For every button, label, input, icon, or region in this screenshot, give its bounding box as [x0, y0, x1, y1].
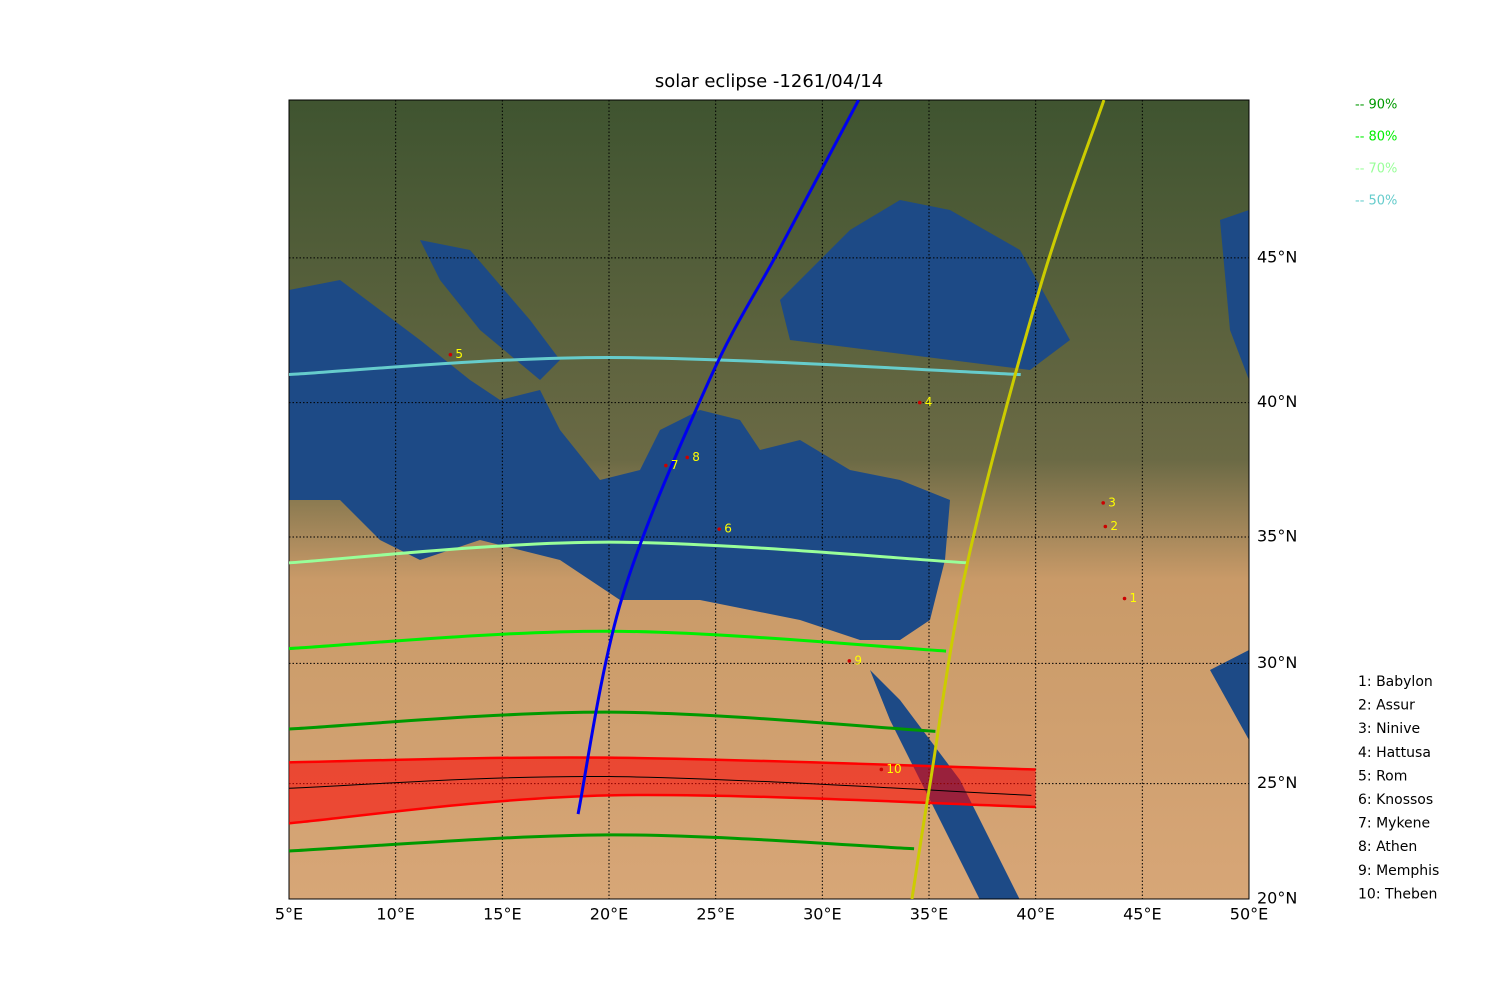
city-legend: 7: Mykene — [1358, 816, 1430, 832]
track-line — [576, 100, 860, 815]
central-line — [289, 775, 1032, 796]
city-legend: 6: Knossos — [1358, 792, 1433, 808]
city-dot — [1122, 596, 1127, 601]
city-legend: 5: Rom — [1358, 768, 1407, 784]
totality-limit — [289, 756, 1036, 771]
city-legend: 9: Memphis — [1358, 863, 1439, 879]
totality-limit — [289, 793, 1036, 825]
magnitude-curve — [289, 540, 968, 565]
y-tick-label: 20°N — [1257, 889, 1297, 908]
y-tick-label: 45°N — [1257, 247, 1297, 266]
city-legend: 4: Hattusa — [1358, 745, 1431, 761]
y-tick-label: 40°N — [1257, 392, 1297, 411]
x-tick-label: 50°E — [1230, 905, 1268, 924]
city-legend: 3: Ninive — [1358, 721, 1420, 737]
magnitude-curve — [289, 356, 1021, 377]
city-marker: 1 — [1130, 591, 1138, 605]
legend-entry: -- 90% — [1355, 98, 1397, 113]
city-marker: 8 — [692, 450, 700, 464]
y-tick-label: 25°N — [1257, 773, 1297, 792]
city-dot — [847, 659, 852, 663]
city-dot — [1103, 524, 1108, 529]
city-dot — [717, 527, 721, 531]
city-legend: 1: Babylon — [1358, 674, 1433, 690]
city-dot — [1101, 501, 1105, 505]
x-tick-label: 10°E — [376, 905, 414, 924]
city-legend: 2: Assur — [1358, 698, 1415, 714]
city-legend: 8: Athen — [1358, 839, 1417, 855]
city-dot — [448, 352, 453, 357]
x-tick-label: 25°E — [696, 905, 734, 924]
city-marker: 6 — [724, 522, 732, 536]
city-marker: 9 — [854, 653, 862, 667]
city-dot — [879, 767, 884, 772]
city-dot — [664, 463, 668, 468]
city-legend: 10: Theben — [1358, 886, 1437, 902]
legend-entry: -- 50% — [1355, 194, 1397, 209]
magnitude-curve — [289, 833, 915, 853]
magnitude-curve — [289, 629, 947, 653]
city-dot — [685, 455, 689, 460]
x-tick-label: 30°E — [803, 905, 841, 924]
x-tick-label: 15°E — [483, 905, 521, 924]
x-tick-label: 40°E — [1016, 905, 1054, 924]
city-marker: 3 — [1108, 495, 1116, 509]
city-marker: 7 — [671, 458, 679, 472]
legend-entry: -- 70% — [1355, 162, 1397, 177]
city-dot — [917, 400, 922, 405]
track-line — [910, 100, 1106, 899]
x-tick-label: 35°E — [910, 905, 948, 924]
legend-entry: -- 80% — [1355, 130, 1397, 145]
x-tick-label: 5°E — [275, 905, 303, 924]
y-tick-label: 35°N — [1257, 526, 1297, 545]
magnitude-curve — [289, 710, 936, 733]
x-tick-label: 45°E — [1123, 905, 1161, 924]
city-marker: 10 — [886, 762, 901, 776]
x-tick-label: 20°E — [590, 905, 628, 924]
city-marker: 4 — [925, 395, 933, 409]
city-marker: 2 — [1110, 519, 1118, 533]
totality-band — [289, 757, 1036, 824]
city-marker: 5 — [455, 347, 463, 361]
y-tick-label: 30°N — [1257, 653, 1297, 672]
chart-title: solar eclipse -1261/04/14 — [655, 71, 883, 92]
